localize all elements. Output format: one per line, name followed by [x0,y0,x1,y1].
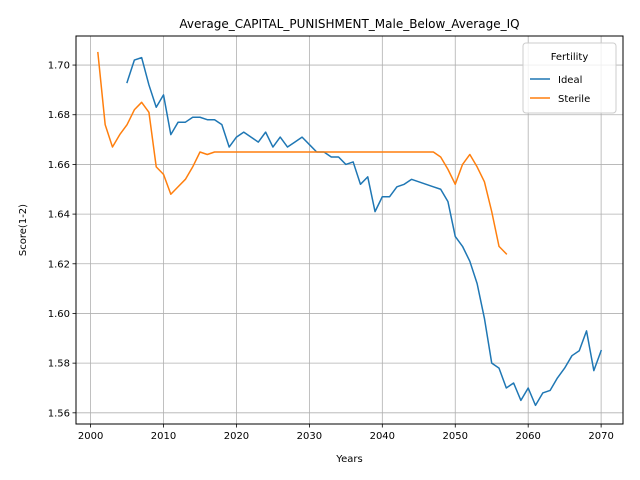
y-tick-label: 1.58 [48,359,70,370]
y-tick-label: 1.66 [48,160,70,171]
y-tick-label: 1.56 [48,408,70,419]
y-tick-label: 1.70 [48,61,70,72]
legend: Fertility Ideal Sterile [522,42,617,114]
x-axis: 2000 2010 2020 2030 2040 2050 2060 2070 [78,424,614,442]
x-tick-label: 2050 [443,431,468,442]
series-line-sterile [97,51,508,255]
plot-frame [75,35,624,425]
chart-title: Average_CAPITAL_PUNISHMENT_Male_Below_Av… [179,17,519,31]
x-tick-label: 2060 [515,431,540,442]
x-tick-label: 2000 [78,431,103,442]
legend-label-ideal: Ideal [558,75,582,86]
y-tick-label: 1.62 [48,259,70,270]
x-tick-label: 2030 [297,431,322,442]
x-axis-label: Years [335,454,362,465]
series-line-ideal [126,56,603,407]
y-axis-label: Score(1-2) [18,204,29,256]
series-layer [97,51,603,407]
x-tick-label: 2040 [370,431,395,442]
x-tick-label: 2070 [588,431,613,442]
legend-box [522,42,617,114]
y-tick-label: 1.60 [48,309,70,320]
y-axis: 1.56 1.58 1.60 1.62 1.64 1.66 1.68 1.70 [48,61,76,419]
y-tick-label: 1.64 [48,210,70,221]
y-tick-label: 1.68 [48,110,70,121]
x-tick-label: 2010 [151,431,176,442]
x-tick-label: 2020 [224,431,249,442]
legend-title: Fertility [551,52,589,63]
legend-label-sterile: Sterile [558,94,590,105]
